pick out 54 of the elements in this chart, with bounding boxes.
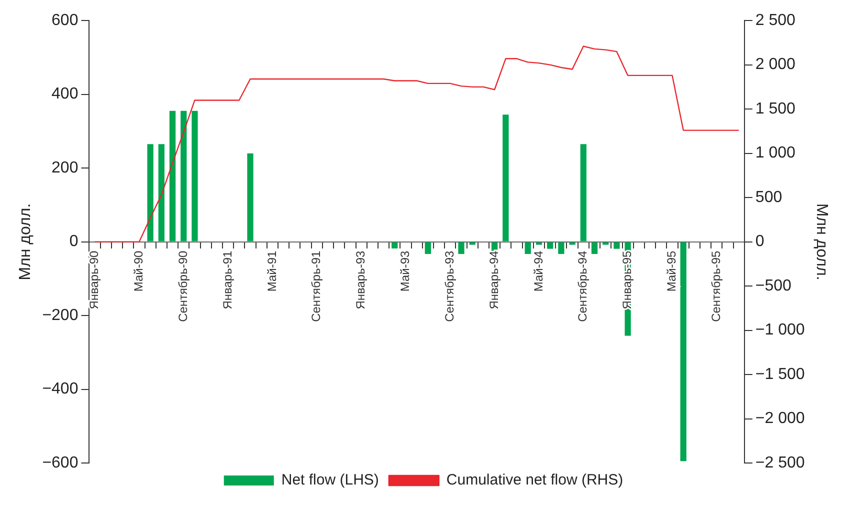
bar xyxy=(502,114,509,242)
y2-axis-title: Млн долл. xyxy=(812,203,830,280)
bar xyxy=(547,242,554,249)
x-tick-label: Январь-95 xyxy=(620,250,634,310)
bar xyxy=(591,242,598,254)
x-tick-label: Май-91 xyxy=(264,250,279,292)
bar xyxy=(169,110,176,242)
y2-tick-label: −500 xyxy=(755,277,792,294)
bar xyxy=(458,242,464,254)
bar xyxy=(158,144,164,242)
legend-label: Net flow (LHS) xyxy=(281,472,379,489)
y2-tick-label: 2 500 xyxy=(755,12,796,30)
bar xyxy=(180,110,187,242)
y-tick-label: −400 xyxy=(42,380,78,398)
x-tick-label: Сентябрь-91 xyxy=(309,250,324,322)
x-tick-label: Январь-94 xyxy=(486,250,501,310)
y-tick-label: 600 xyxy=(52,12,78,30)
bar xyxy=(580,144,586,242)
y2-tick-label: −1 000 xyxy=(755,322,805,339)
y2-tick-label: −1 500 xyxy=(755,366,805,383)
bar xyxy=(680,242,686,462)
x-tick-label: Сентябрь-95 xyxy=(708,250,723,322)
y2-tick-label: 0 xyxy=(755,233,764,250)
x-tick-label: Январь-91 xyxy=(220,250,234,310)
bar xyxy=(424,242,431,254)
y2-tick-label: −2 500 xyxy=(755,454,805,472)
legend-label: Cumulative net flow (RHS) xyxy=(446,472,624,489)
bar xyxy=(247,153,254,242)
x-tick-label: Январь-90 xyxy=(87,250,102,310)
y2-tick-label: 500 xyxy=(755,188,782,206)
bar xyxy=(614,242,620,249)
x-tick-label: Май-90 xyxy=(132,250,146,292)
y2-tick-label: −2 000 xyxy=(755,410,805,428)
y-tick-label: 200 xyxy=(52,159,78,176)
y-tick-label: −600 xyxy=(42,454,78,472)
x-tick-label: Сентябрь-90 xyxy=(176,250,190,322)
y2-tick-label: 1 000 xyxy=(755,144,796,162)
y2-tick-label: 2 000 xyxy=(755,56,796,74)
bar xyxy=(147,144,154,242)
y-tick-label: 400 xyxy=(52,86,78,103)
bar xyxy=(192,110,198,242)
x-tick-label: Май-95 xyxy=(664,250,679,292)
x-tick-label: Сентябрь-93 xyxy=(442,250,456,322)
x-tick-label: Май-94 xyxy=(531,250,546,292)
x-tick-label: Сентябрь-94 xyxy=(576,250,590,322)
y-tick-label: −200 xyxy=(42,306,78,324)
bar xyxy=(524,242,531,254)
x-tick-label: Май-93 xyxy=(398,250,412,292)
bar xyxy=(558,242,564,254)
y-tick-label: 0 xyxy=(69,233,78,250)
bar xyxy=(392,242,398,248)
x-tick-label: Январь-93 xyxy=(354,250,368,310)
y2-tick-label: 1 500 xyxy=(755,100,796,118)
y-axis-title: Млн долл. xyxy=(17,203,34,280)
